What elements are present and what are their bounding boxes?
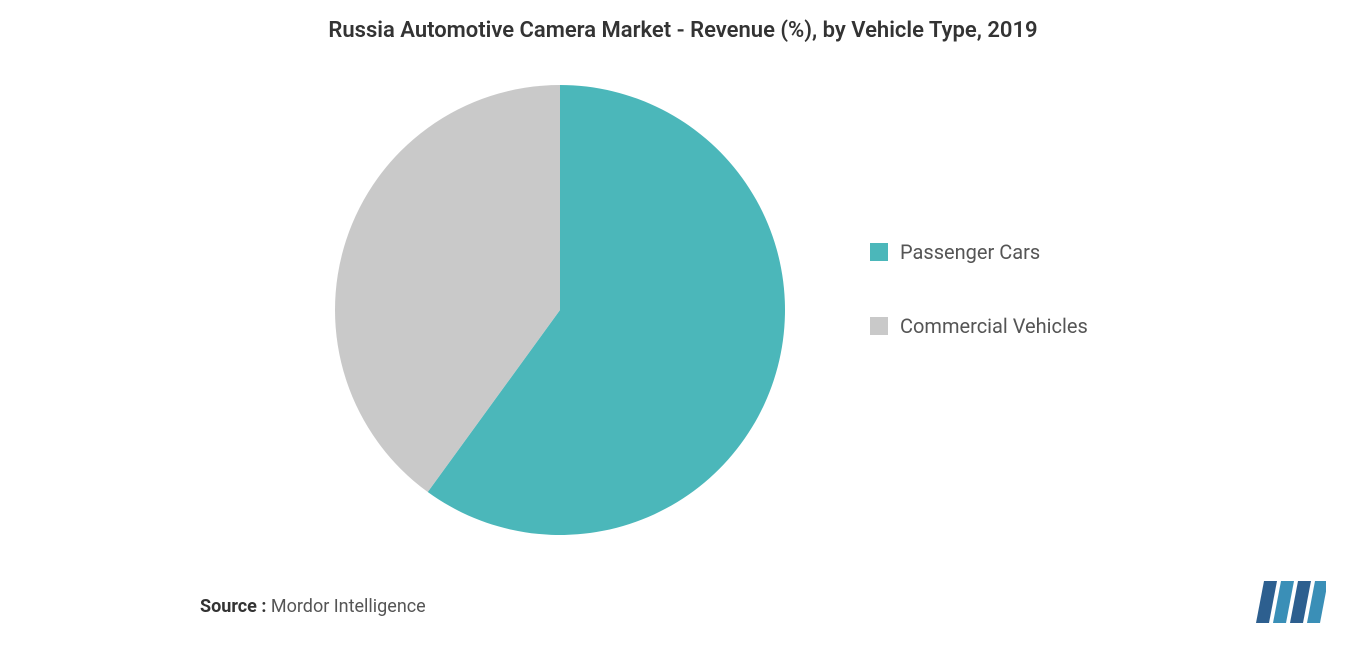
legend-item-passenger-cars: Passenger Cars <box>870 240 1088 264</box>
legend-swatch <box>870 243 888 261</box>
legend-label: Commercial Vehicles <box>900 314 1088 338</box>
source-attribution: Source : Mordor Intelligence <box>200 596 426 617</box>
logo-bar <box>1256 581 1277 623</box>
logo-bar <box>1307 581 1326 623</box>
source-value: Mordor Intelligence <box>271 596 426 617</box>
mordor-logo <box>1256 581 1326 627</box>
legend: Passenger Cars Commercial Vehicles <box>870 240 1088 338</box>
legend-swatch <box>870 317 888 335</box>
logo-bar <box>1290 581 1311 623</box>
source-label: Source : <box>200 596 266 617</box>
logo-bar <box>1273 581 1294 623</box>
legend-label: Passenger Cars <box>900 240 1040 264</box>
legend-item-commercial-vehicles: Commercial Vehicles <box>870 314 1088 338</box>
chart-title: Russia Automotive Camera Market - Revenu… <box>0 0 1366 43</box>
pie-chart <box>330 80 790 544</box>
chart-area: Passenger Cars Commercial Vehicles <box>0 60 1366 580</box>
